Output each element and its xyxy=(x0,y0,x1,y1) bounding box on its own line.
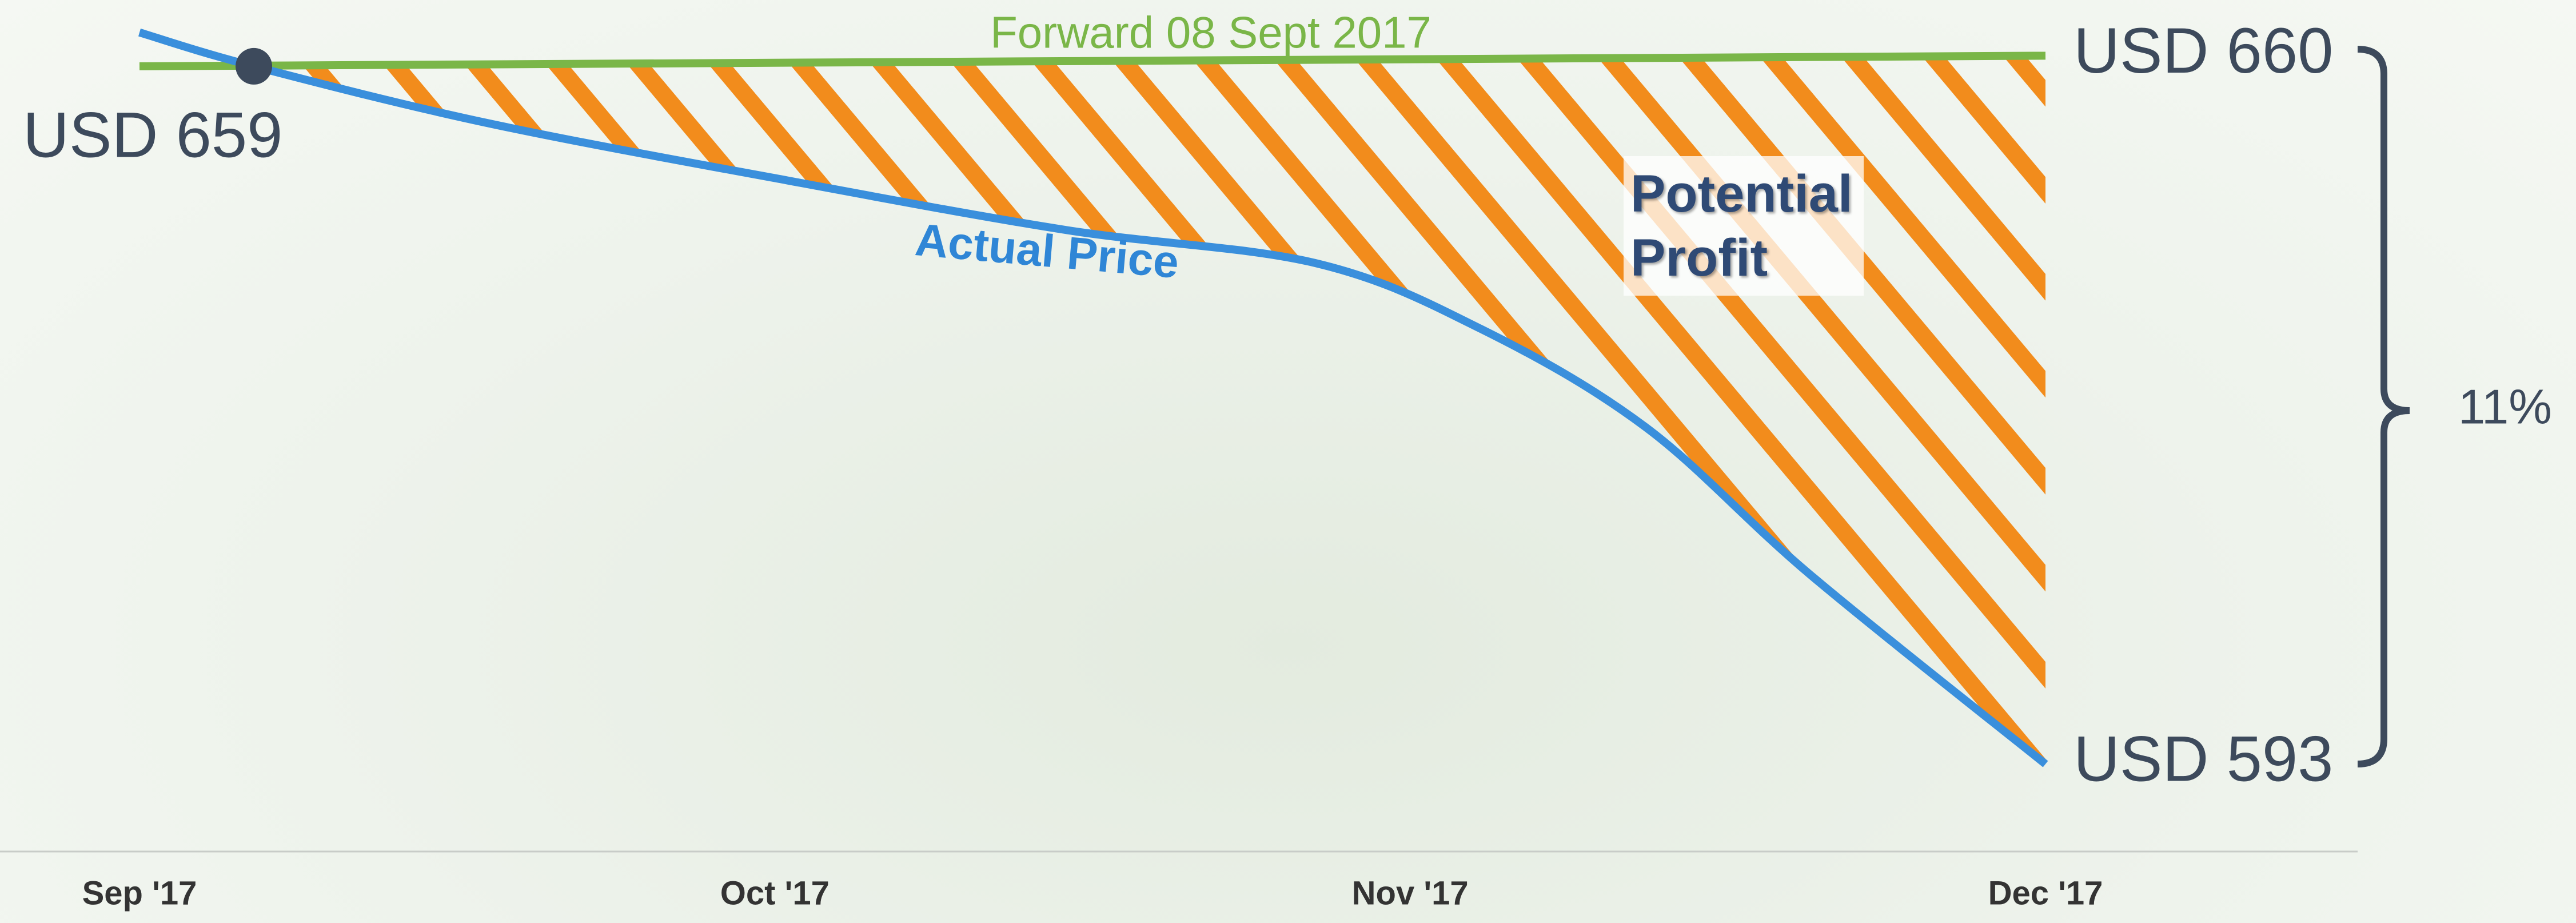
range-brace xyxy=(2358,49,2410,764)
x-tick-label: Sep '17 xyxy=(82,874,197,912)
x-tick-label: Nov '17 xyxy=(1352,874,1469,912)
x-tick-label: Oct '17 xyxy=(720,874,830,912)
chart: Sep '17 Oct '17 Nov '17 Dec '17 Forward 08 S… xyxy=(0,0,2576,923)
hedge-point xyxy=(236,48,272,85)
chart-page: Sep '17 Oct '17 Nov '17 Dec '17 Forward 08 S… xyxy=(0,0,2576,923)
range-label: 11% xyxy=(2458,380,2552,434)
value-label: USD 593 xyxy=(2073,723,2333,795)
value-label: USD 660 xyxy=(2073,15,2333,86)
potential-profit-label: Potential Profit xyxy=(1624,156,1864,296)
x-tick-label: Dec '17 xyxy=(1988,874,2103,912)
series-label: Forward 08 Sept 2017 xyxy=(990,7,1431,58)
value-label: USD 659 xyxy=(23,100,282,171)
